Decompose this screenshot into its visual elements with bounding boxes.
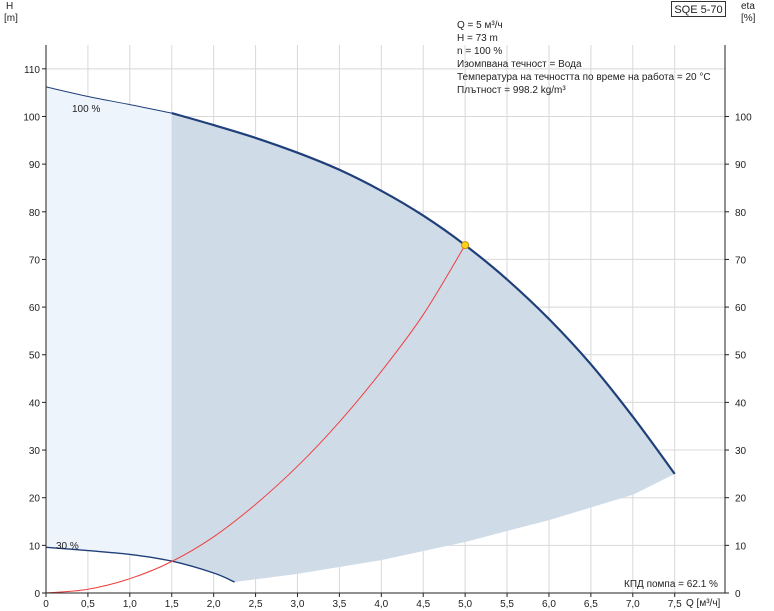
efficiency-curve	[45, 244, 466, 594]
y-right-tick-label: 100	[735, 112, 752, 123]
x-tick-label: 2,0	[207, 599, 221, 610]
tick-labels: 0 0,5 1,0 1,5 2,0 2,5 3,0 3,5 4,0 4,5 5,0 5,5 6,0 6,5…	[23, 65, 752, 610]
head-curve-100	[171, 112, 676, 475]
info-line-density: Плътност = 998.2 kg/m³	[457, 85, 566, 96]
y-right-tick-label: 70	[735, 255, 747, 266]
curves	[45, 86, 676, 594]
x-tick-label: 4,5	[416, 599, 430, 610]
info-line-flow: Q = 5 м³/ч	[457, 20, 503, 31]
info-line-head: H = 73 m	[457, 33, 498, 44]
x-tick-label: 3,0	[291, 599, 305, 610]
x-tick-label: 5,5	[500, 599, 514, 610]
y-right-tick-label: 90	[735, 160, 747, 171]
y-right-tick-label: 30	[735, 446, 747, 457]
region-extended	[46, 86, 172, 562]
y-left-tick-label: 50	[29, 351, 41, 362]
x-tick-label: 7,0	[626, 599, 640, 610]
efficiency-note: КПД помпа = 62.1 %	[624, 579, 718, 590]
y-right-tick-label: 50	[735, 351, 747, 362]
y-right-tick-label: 60	[735, 303, 747, 314]
y-right-axis-unit: [%]	[741, 13, 756, 24]
duty-point-marker	[461, 241, 470, 250]
y-left-tick-label: 60	[29, 303, 41, 314]
x-tick-label: 7,5	[668, 599, 682, 610]
x-tick-label: 3,5	[332, 599, 346, 610]
y-left-tick-label: 90	[29, 160, 41, 171]
y-left-tick-label: 20	[29, 494, 41, 505]
x-tick-label: 4,0	[374, 599, 388, 610]
curve-label-100: 100 %	[72, 104, 100, 115]
x-tick-label: 6,5	[584, 599, 598, 610]
y-right-tick-label: 10	[735, 541, 747, 552]
x-tick-label: 5,0	[458, 599, 472, 610]
x-tick-label: 1,0	[123, 599, 137, 610]
axes	[42, 45, 729, 597]
y-right-tick-label: 80	[735, 208, 747, 219]
y-left-tick-label: 0	[34, 589, 40, 600]
x-tick-label: 0	[43, 599, 49, 610]
x-axis-label: Q [м³/ч]	[686, 598, 721, 609]
info-line-liquid: Изомпвана течност = Вода	[457, 59, 582, 70]
info-line-temperature: Температура на течността по време на раб…	[457, 71, 711, 83]
head-curve-30	[45, 546, 235, 583]
head-curve-100-extended	[45, 86, 172, 114]
x-tick-label: 1,5	[165, 599, 179, 610]
y-right-axis-label: eta	[741, 1, 755, 12]
y-left-axis-unit: [m]	[4, 13, 18, 24]
x-tick-label: 0,5	[81, 599, 95, 610]
y-left-tick-label: 30	[29, 446, 41, 457]
y-left-tick-label: 40	[29, 398, 41, 409]
curve-label-30: 30 %	[56, 541, 79, 552]
region-operating	[171, 113, 675, 582]
x-tick-label: 6,0	[542, 599, 556, 610]
y-left-tick-label: 100	[23, 112, 40, 123]
y-right-tick-label: 40	[735, 398, 747, 409]
y-right-tick-label: 0	[735, 589, 741, 600]
y-left-axis-label: H	[6, 1, 13, 12]
pump-model-badge: SQE 5-70	[671, 1, 726, 17]
info-line-speed: n = 100 %	[457, 46, 502, 57]
y-left-tick-label: 110	[24, 65, 40, 76]
y-right-tick-label: 20	[735, 494, 747, 505]
y-left-tick-label: 10	[29, 541, 41, 552]
x-tick-label: 2,5	[249, 599, 263, 610]
y-left-tick-label: 70	[29, 255, 41, 266]
y-left-tick-label: 80	[29, 208, 41, 219]
operating-regions	[46, 86, 675, 582]
